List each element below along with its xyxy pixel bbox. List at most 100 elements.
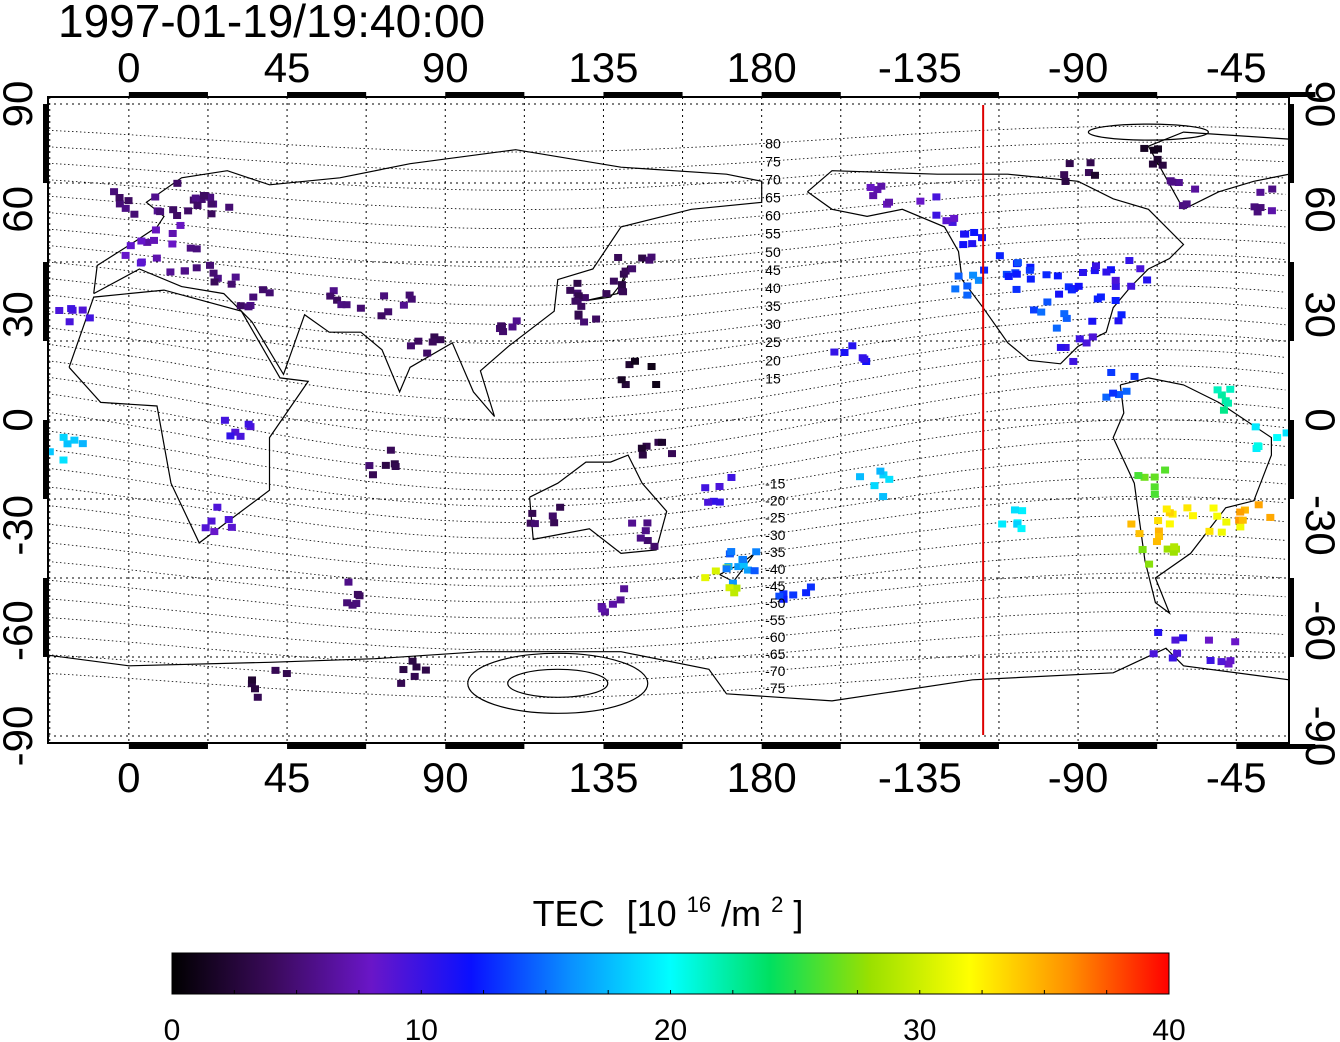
tec-observation-cell: [580, 294, 589, 302]
frame-axis-bars: [43, 92, 1316, 749]
tec-observation-cell: [231, 273, 240, 281]
magnetic-latitude-label: 30: [765, 316, 781, 332]
tec-observation-cell: [548, 512, 557, 520]
colorbar-unit-per-area: /m: [721, 893, 761, 934]
tec-observation-cell: [951, 285, 960, 293]
tec-observation-cell: [151, 193, 160, 201]
bottom-lon-tick-label: 0: [117, 754, 140, 801]
tec-observation-cell: [173, 212, 182, 220]
tec-observation-cell: [213, 274, 222, 282]
frame-bar: [43, 577, 48, 657]
left-lat-tick-label: 90: [0, 81, 41, 128]
tec-observation-cell: [206, 193, 215, 201]
tec-observation-cell: [526, 519, 535, 527]
colorbar-tick-label: 40: [1152, 1014, 1185, 1042]
tec-observation-cell: [619, 288, 628, 296]
top-lon-tick-label: 90: [422, 44, 469, 91]
left-lat-tick-label: 30: [0, 291, 41, 338]
top-lon-tick-label: 180: [727, 44, 797, 91]
tec-observation-cell: [848, 342, 857, 350]
tec-observation-cell: [1075, 335, 1084, 343]
tec-observation-cell: [1158, 161, 1167, 169]
tec-observation-cell: [650, 542, 659, 550]
tec-observation-cell: [1060, 171, 1069, 179]
tec-observation-cell: [391, 462, 400, 470]
tec-observation-cell: [1111, 282, 1120, 290]
tec-observation-cell: [1053, 272, 1062, 280]
tec-observation-cell: [244, 420, 253, 428]
tec-observation-cell: [110, 188, 119, 196]
frame-bar: [1289, 420, 1294, 499]
colorbar-tick-label: 10: [405, 1014, 438, 1042]
tec-observation-cell: [1062, 314, 1071, 322]
tec-observation-cell: [326, 292, 335, 300]
tec-observation-cell: [876, 467, 885, 475]
tec-observation-cell: [1268, 185, 1277, 193]
tec-observation-cell: [1055, 290, 1064, 298]
bottom-lon-tick-label: 180: [727, 754, 797, 801]
tec-observation-cell: [173, 179, 182, 187]
tec-observation-cell: [995, 252, 1004, 260]
tec-observation-cell: [779, 595, 788, 603]
colorbar-tick-label: 0: [164, 1014, 181, 1042]
tec-observation-cell: [1026, 275, 1035, 283]
tec-observation-cell: [960, 230, 969, 238]
tec-observation-cell: [265, 289, 274, 297]
colorbar-unit-area-exponent: 2: [771, 892, 783, 917]
magnetic-latitude-label: 25: [765, 334, 781, 350]
tec-observation-cell: [227, 523, 236, 531]
tec-observation-cell: [1143, 276, 1152, 284]
tec-observation-cell: [592, 315, 601, 323]
tec-observation-cell: [227, 280, 236, 288]
tec-observation-cell: [1060, 310, 1069, 318]
magnetic-latitude-label: 15: [765, 370, 781, 386]
tec-observation-cell: [236, 302, 245, 310]
tec-observation-cell: [1240, 506, 1249, 514]
tec-observation-cell: [550, 519, 559, 527]
tec-observation-cell: [1135, 530, 1144, 538]
tec-observation-cell: [121, 251, 130, 259]
magnetic-latitude-label: 40: [765, 280, 781, 296]
tec-observation-cell: [428, 338, 437, 346]
tec-observation-cell: [643, 519, 652, 527]
magnetic-latitude-label: -75: [765, 680, 785, 696]
tec-observation-cell: [530, 520, 539, 528]
tec-observation-cell: [191, 194, 200, 202]
tec-observation-cell: [963, 282, 972, 290]
magnetic-latitude-label: 50: [765, 244, 781, 260]
tec-observation-cell: [59, 456, 68, 464]
tec-observation-cell: [206, 261, 215, 269]
tec-observation-cell: [410, 672, 419, 680]
tec-observation-cell: [1162, 505, 1171, 513]
tec-observation-cell: [643, 537, 652, 545]
right-lat-tick-label: -90: [1297, 706, 1340, 767]
colorbar-unit-close: ]: [793, 893, 803, 934]
tec-observation-cell: [1052, 324, 1061, 332]
magnetic-latitude-contour: [47, 419, 1286, 491]
tec-observation-cell: [1256, 188, 1265, 196]
tec-observation-cell: [168, 229, 177, 237]
tec-observation-cell: [1088, 317, 1097, 325]
top-lon-tick-label: -45: [1206, 44, 1267, 91]
magnetic-latitude-contour: [47, 301, 1286, 364]
tec-observation-cell: [608, 600, 617, 608]
tec-observation-cell: [750, 567, 759, 575]
tec-observations: [45, 144, 1291, 701]
frame-bar: [919, 92, 999, 97]
right-latitude-axis: 90 60 30 0 -30 -60 -90: [1297, 81, 1340, 767]
tec-observation-cell: [207, 200, 216, 208]
tec-observation-cell: [1251, 423, 1260, 431]
magnetic-latitude-label: 60: [765, 208, 781, 224]
coastline-path: [807, 170, 1185, 365]
magnetic-latitude-contours: [47, 123, 1286, 714]
tec-observation-cell: [752, 548, 761, 556]
tec-observation-cell: [641, 527, 650, 535]
frame-bar: [1236, 92, 1316, 97]
magnetic-latitude-label: -35: [765, 544, 785, 560]
magnetic-latitude-contour: [47, 591, 1286, 635]
tec-observation-cell: [226, 432, 235, 440]
tec-observation-cell: [423, 349, 432, 357]
tec-observation-cell: [1155, 532, 1164, 540]
tec-observation-cell: [201, 524, 210, 532]
coastline-path: [1112, 377, 1272, 615]
